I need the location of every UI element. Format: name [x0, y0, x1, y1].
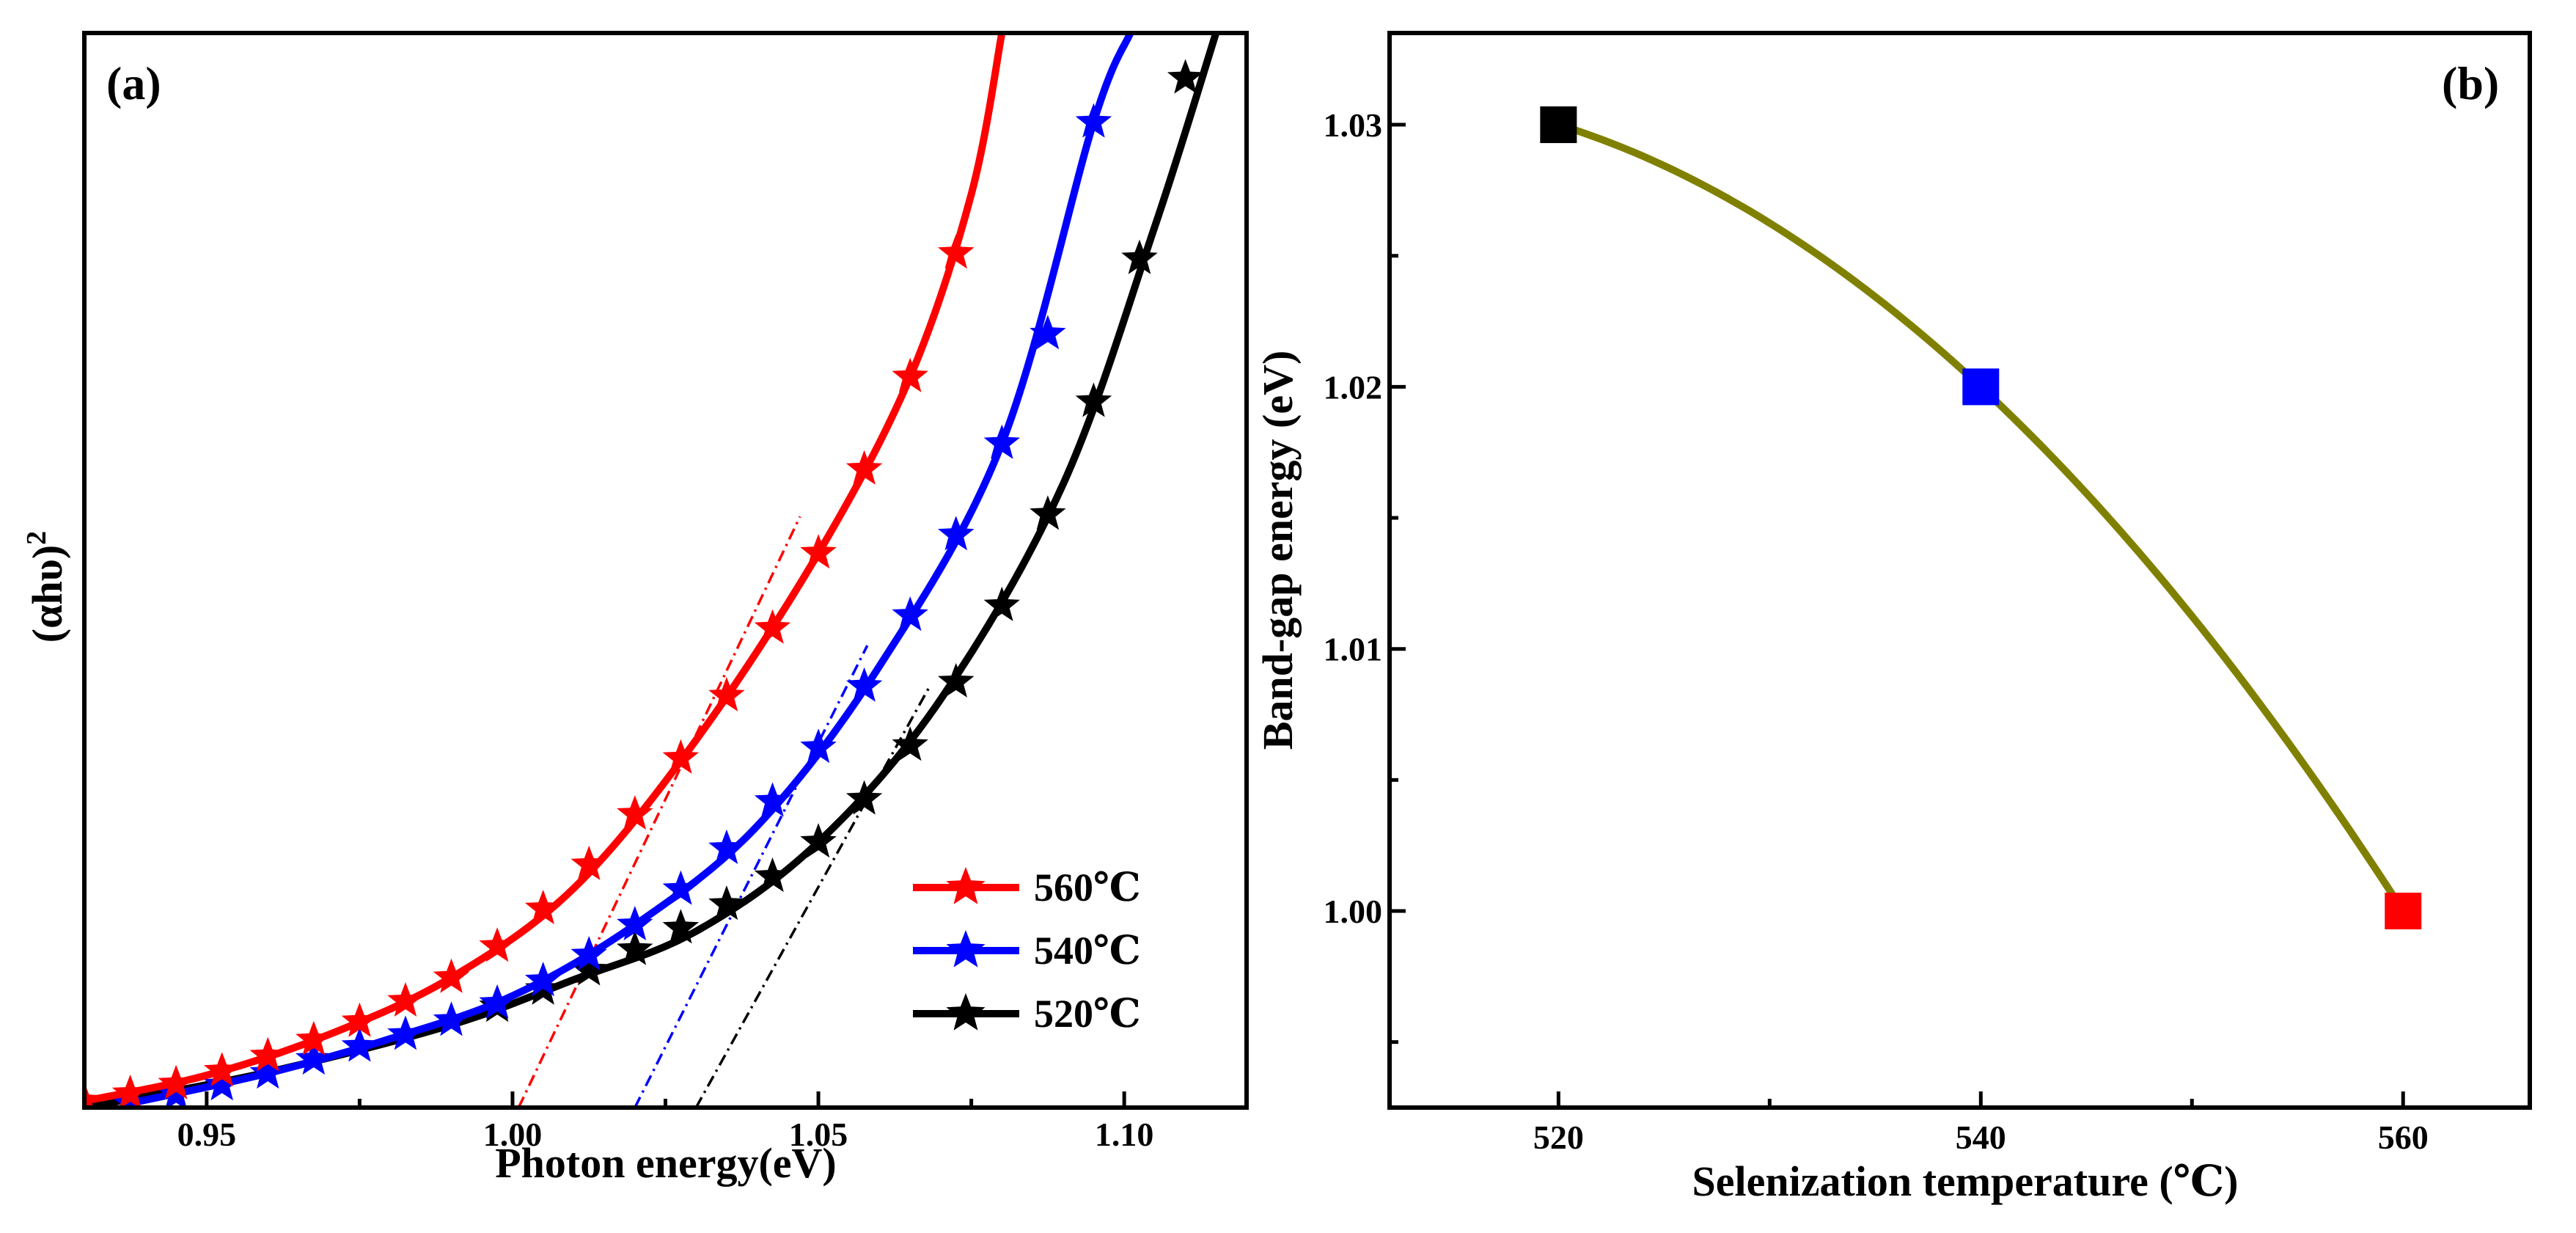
panel-a-marker-520	[570, 951, 607, 986]
panel-b-point-540	[1962, 368, 2000, 406]
panel-b-y-tick-label: 1.01	[1324, 631, 1383, 668]
panel-a-marker-560	[617, 795, 653, 830]
panel-b-frame	[1387, 31, 2532, 1110]
panel-a-marker-540	[1075, 103, 1112, 138]
panel-a-marker-560	[570, 845, 607, 880]
panel-a-marker-560	[708, 676, 745, 711]
panel-a-x-tick-label: 1.10	[1095, 1116, 1154, 1153]
panel-b-y-tick-label: 1.02	[1324, 368, 1383, 406]
panel-a-marker-560	[800, 534, 837, 569]
panel-a-marker-560	[111, 1075, 149, 1108]
panel-a-marker-560	[204, 1052, 241, 1087]
panel-a-marker-520	[1030, 495, 1066, 530]
panel-a-label: (a)	[106, 57, 161, 109]
panel-a-marker-520	[845, 780, 883, 815]
panel-a-marker-520	[754, 857, 791, 893]
panel-a-marker-560	[845, 450, 883, 485]
panel-a-marker-540	[341, 1027, 378, 1062]
panel-b-point-560	[2385, 893, 2422, 930]
panel-a-marker-560	[938, 234, 975, 269]
panel-a-marker-520	[892, 726, 928, 761]
panel-a-marker-560	[754, 609, 791, 644]
panel-a-curve-560	[84, 33, 1006, 1105]
panel-a-marker-560	[296, 1020, 332, 1055]
panel-b-y-axis-title: Band-gap energy (eV)	[1254, 351, 1302, 750]
panel-b-plot-area	[1540, 106, 2422, 930]
panel-a-marker-540	[433, 1001, 470, 1036]
panel-b-bandgap-plot: 520 540 560 1.00 1.01 1.02 1.03 (b) Selenizati…	[1254, 31, 2532, 1205]
panel-b-x-tick-label: 560	[2378, 1119, 2429, 1156]
panel-a-marker-540	[296, 1040, 332, 1075]
panel-a-marker-540	[524, 962, 562, 997]
panel-a-x-tick-label: 1.00	[483, 1116, 543, 1153]
panel-a-marker-560	[524, 890, 562, 924]
panel-a-legend-marker-560	[946, 867, 986, 904]
panel-a-marker-520	[708, 885, 745, 921]
panel-a-marker-540	[892, 596, 928, 632]
panel-a-tangent-520	[694, 687, 930, 1108]
panel-a-marker-540	[479, 984, 515, 1019]
panel-a-legend-label-560: 560℃	[1034, 866, 1141, 910]
panel-b-label: (b)	[2442, 57, 2499, 109]
panel-a-marker-540	[1030, 315, 1066, 350]
panel-a-marker-540	[754, 782, 791, 817]
panel-a-marker-560	[84, 1082, 103, 1108]
panel-a-y-axis-title-main: (αhυ)	[23, 545, 71, 643]
panel-a-marker-540	[708, 829, 745, 864]
panel-a-marker-520	[938, 662, 975, 698]
panel-a-marker-540	[387, 1015, 424, 1050]
panel-a-marker-520	[1075, 382, 1112, 417]
panel-a-marker-540	[662, 870, 700, 905]
panel-a-marker-520	[662, 909, 700, 944]
panel-a-marker-540	[800, 728, 837, 764]
panel-a-marker-520	[1167, 59, 1204, 94]
panel-a-marker-560	[249, 1036, 286, 1072]
panel-a-marker-540	[249, 1054, 286, 1089]
panel-a-marker-560	[158, 1064, 194, 1100]
panel-a-x-tick-label: 1.05	[789, 1116, 848, 1153]
panel-a-energy-plot: 0.95 1.00 1.05 1.10 (a) Photon energy(eV) (…	[21, 31, 1249, 1187]
panel-b-axes: 520 540 560 1.00 1.01 1.02 1.03	[1324, 106, 2429, 1156]
panel-b-y-tick-label: 1.03	[1324, 106, 1383, 144]
panel-a-y-axis-title-superscript: 2	[21, 531, 52, 545]
panel-a-marker-560	[433, 958, 470, 993]
panel-a-y-axis-title: (αhυ)2	[21, 531, 71, 643]
panel-b-x-tick-label: 520	[1533, 1119, 1584, 1156]
panel-a-marker-560	[341, 1002, 378, 1037]
panel-a-legend-marker-540	[946, 930, 986, 967]
panel-a-marker-560	[479, 927, 515, 962]
panel-a-marker-560	[662, 739, 700, 774]
panel-a-legend-label-520: 520℃	[1034, 992, 1141, 1036]
panel-a-marker-520	[983, 586, 1020, 621]
panel-b-x-tick-label: 540	[1956, 1119, 2006, 1156]
panel-a-legend-label-540: 540℃	[1034, 929, 1141, 973]
panel-a-marker-520	[1121, 239, 1158, 274]
svg-text:(αhυ)2: (αhυ)2	[21, 531, 71, 643]
panel-a-marker-520	[617, 930, 653, 965]
panel-a-marker-520	[800, 823, 837, 858]
panel-a-marker-560	[387, 982, 424, 1017]
panel-b-point-520	[1540, 106, 1577, 144]
panel-a-legend-marker-520	[946, 993, 986, 1031]
panel-a-x-axis: 0.95 1.00 1.05 1.10	[177, 1091, 1154, 1153]
panel-a-marker-540	[845, 667, 883, 702]
panel-b-x-axis-title: Selenization temperature (℃)	[1692, 1157, 2239, 1205]
panel-a-curve-540	[126, 33, 1134, 1108]
panel-a-x-tick-label: 0.95	[177, 1116, 237, 1153]
panel-a-marker-540	[617, 906, 653, 940]
panel-a-marker-540	[983, 424, 1020, 459]
panel-a-marker-560	[892, 357, 928, 392]
panel-b-y-tick-label: 1.00	[1324, 893, 1383, 930]
panel-a-marker-540	[570, 936, 607, 970]
panel-a-x-axis-title: Photon energy(eV)	[495, 1139, 837, 1187]
panel-a-marker-540	[938, 516, 975, 551]
panel-a-marker-540	[204, 1066, 241, 1101]
panel-a-plot-area	[84, 33, 1220, 1108]
panel-a-legend: 560℃ 540℃ 520℃	[913, 866, 1141, 1036]
